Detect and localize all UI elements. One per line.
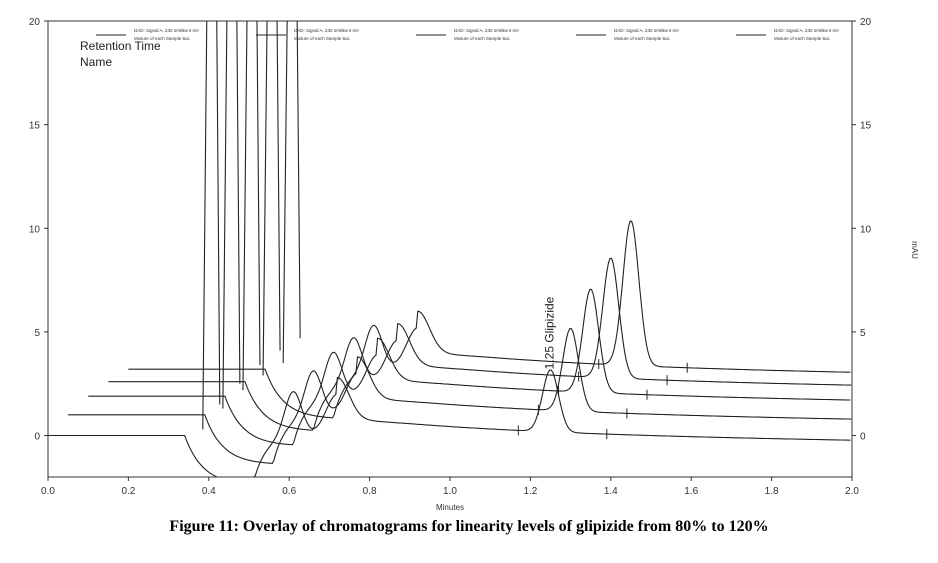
legend-text: DAD: Signal A, 230 nm/Bw:4 nm: [614, 28, 679, 33]
legend-text: Mixture of each Sample 5uL: [454, 36, 511, 41]
legend-text: Mixture of each Sample 5uL: [134, 36, 191, 41]
y-tick-label-right: 0: [860, 432, 866, 443]
chromatogram-chart: 0.0 0.2 0.4 0.6 0.8 1.0 1.2 1.4 1.6 1.8 2.0 0 0 5 5 10 1…: [29, 17, 919, 512]
chromatogram-series: [108, 257, 852, 431]
retention-time-label: Retention Time: [80, 39, 161, 53]
solvent-front-peak: [222, 20, 228, 409]
tick-group: 0.0 0.2 0.4 0.6 0.8 1.0 1.2 1.4 1.6 1.8 2.0 0 0 5 5 10 1…: [29, 17, 872, 497]
legend-text: DAD: Signal A, 230 nm/Bw:4 nm: [774, 28, 839, 33]
solvent-front-peak: [276, 20, 281, 351]
x-tick-label: 1.8: [765, 486, 779, 497]
x-tick-label: 0.4: [202, 486, 216, 497]
legend-text: DAD: Signal A, 230 nm/Bw:4 nm: [454, 28, 519, 33]
chromatogram-series: [68, 328, 852, 464]
figure-caption: Figure 11: Overlay of chromatograms for …: [169, 518, 769, 535]
solvent-front-peak: [236, 20, 241, 384]
legend-text: Mixture of each Sample 5uL: [294, 36, 351, 41]
y-tick-label-right: 5: [860, 328, 866, 339]
chromatogram-series: [48, 369, 851, 478]
x-tick-label: 1.2: [523, 486, 537, 497]
solvent-front-peak: [256, 20, 261, 366]
series-group: [48, 20, 852, 478]
chromatogram-series: [88, 288, 851, 446]
legend-text: Mixture of each Sample 5uL: [774, 36, 831, 41]
x-tick-label: 0.0: [41, 486, 55, 497]
legend-text: DAD: Signal A, 230 nm/Bw:4 nm: [294, 28, 359, 33]
peak-annotation: 1.25 Glipizide: [543, 296, 557, 369]
solvent-front-peak: [202, 20, 208, 430]
x-tick-label: 1.6: [684, 486, 698, 497]
x-axis-title: Minutes: [436, 503, 464, 512]
solvent-front-peak: [242, 20, 248, 390]
y-tick-label-right: 20: [860, 17, 872, 28]
y-tick-label-left: 15: [29, 121, 41, 132]
legend: DAD: Signal A, 230 nm/Bw:4 nm Mixture of …: [96, 28, 839, 41]
x-tick-label: 1.0: [443, 486, 457, 497]
x-tick-label: 0.8: [363, 486, 377, 497]
plot-frame: [47, 20, 853, 478]
chromatogram-series: [128, 220, 851, 419]
y-tick-label-left: 0: [34, 432, 40, 443]
y-tick-label-right: 15: [860, 121, 872, 132]
solvent-front-peak: [262, 20, 268, 376]
y-tick-label-left: 5: [34, 328, 40, 339]
y-axis-title-right: mAU: [910, 241, 919, 259]
y-tick-label-left: 20: [29, 17, 41, 28]
legend-text: Mixture of each Sample 5uL: [614, 36, 671, 41]
solvent-front-peak: [216, 20, 221, 405]
y-tick-label-right: 10: [860, 224, 872, 235]
solvent-front-peak: [296, 20, 301, 339]
legend-text: DAD: Signal A, 230 nm/Bw:4 nm: [134, 28, 199, 33]
solvent-front-peak: [282, 20, 288, 364]
x-tick-label: 2.0: [845, 486, 859, 497]
x-tick-label: 1.4: [604, 486, 618, 497]
x-tick-label: 0.6: [282, 486, 296, 497]
y-tick-label-left: 10: [29, 224, 41, 235]
name-label: Name: [80, 55, 112, 69]
chart-canvas: 0.0 0.2 0.4 0.6 0.8 1.0 1.2 1.4 1.6 1.8 2.0 0 0 5 5 10 1…: [29, 17, 919, 512]
x-tick-label: 0.2: [121, 486, 135, 497]
